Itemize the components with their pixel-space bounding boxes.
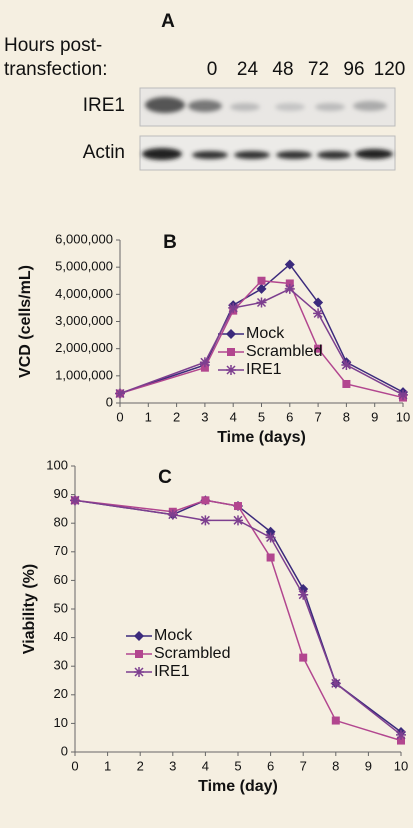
x-tick-label: 4 — [230, 409, 237, 424]
hour-labels: 0 24 48 72 96 120 — [207, 59, 406, 80]
series-line — [75, 500, 401, 735]
marker — [228, 303, 238, 313]
legend-label: Scrambled — [154, 645, 230, 662]
hour-label: 24 — [237, 59, 259, 80]
marker — [396, 730, 406, 740]
y-tick-label: 1,000,000 — [55, 367, 113, 382]
y-tick-label: 3,000,000 — [55, 313, 113, 328]
y-tick-label: 2,000,000 — [55, 340, 113, 355]
legend-marker — [134, 631, 144, 641]
marker — [267, 554, 275, 562]
marker — [285, 284, 295, 294]
y-tick-label: 70 — [54, 543, 68, 558]
legend-marker — [226, 329, 236, 339]
legend-label: IRE1 — [246, 361, 282, 378]
marker — [115, 388, 125, 398]
y-tick-label: 30 — [54, 658, 68, 673]
y-axis-title: VCD (cells/mL) — [17, 265, 34, 378]
marker — [341, 360, 351, 370]
legend-label: Scrambled — [246, 343, 322, 360]
y-tick-label: 0 — [61, 743, 68, 758]
row-label: IRE1 — [83, 95, 125, 116]
marker — [233, 515, 243, 525]
legend-marker — [135, 650, 143, 658]
x-tick-label: 5 — [258, 409, 265, 424]
x-tick-label: 5 — [234, 758, 241, 773]
marker — [201, 496, 209, 504]
x-tick-label: 1 — [145, 409, 152, 424]
legend-marker — [227, 348, 235, 356]
x-tick-label: 2 — [173, 409, 180, 424]
y-tick-label: 80 — [54, 515, 68, 530]
legend-marker — [134, 667, 144, 677]
marker — [342, 380, 350, 388]
row-header: transfection: — [4, 59, 108, 80]
x-tick-label: 6 — [267, 758, 274, 773]
y-tick-label: 0 — [106, 394, 113, 409]
x-tick-label: 1 — [104, 758, 111, 773]
marker — [200, 357, 210, 367]
x-tick-label: 3 — [169, 758, 176, 773]
marker — [234, 502, 242, 510]
y-tick-label: 10 — [54, 715, 68, 730]
marker — [257, 297, 267, 307]
y-tick-label: 60 — [54, 572, 68, 587]
x-tick-label: 10 — [394, 758, 408, 773]
row-label: Actin — [83, 142, 125, 163]
hour-label: 96 — [343, 59, 364, 80]
hour-label: 0 — [207, 59, 218, 80]
x-tick-label: 8 — [332, 758, 339, 773]
x-tick-label: 7 — [314, 409, 321, 424]
figure: A Hours post- transfection: 024487296120… — [0, 0, 413, 828]
x-tick-label: 0 — [71, 758, 78, 773]
marker — [298, 590, 308, 600]
x-tick-label: 9 — [365, 758, 372, 773]
x-tick-label: 9 — [371, 409, 378, 424]
x-tick-label: 0 — [116, 409, 123, 424]
panel-label: A — [161, 11, 175, 32]
y-tick-label: 50 — [54, 600, 68, 615]
legend-label: Mock — [246, 325, 285, 342]
marker — [313, 308, 323, 318]
hour-label: 72 — [308, 59, 329, 80]
marker — [70, 495, 80, 505]
marker — [258, 277, 266, 285]
x-tick-label: 3 — [201, 409, 208, 424]
y-tick-label: 20 — [54, 686, 68, 701]
x-tick-label: 7 — [300, 758, 307, 773]
marker — [299, 654, 307, 662]
legend-label: Mock — [154, 627, 193, 644]
marker — [200, 515, 210, 525]
marker — [398, 390, 408, 400]
x-tick-label: 8 — [343, 409, 350, 424]
series-line — [75, 500, 401, 732]
y-axis-title: Viability (%) — [21, 564, 38, 654]
marker — [331, 678, 341, 688]
y-tick-label: 5,000,000 — [55, 259, 113, 274]
panel-label: B — [163, 232, 177, 253]
legend-marker — [226, 365, 236, 375]
y-tick-label: 4,000,000 — [55, 286, 113, 301]
x-tick-label: 2 — [137, 758, 144, 773]
y-tick-label: 40 — [54, 629, 68, 644]
y-tick-label: 100 — [46, 457, 68, 472]
x-tick-label: 6 — [286, 409, 293, 424]
hour-label: 120 — [374, 59, 406, 80]
marker — [266, 533, 276, 543]
panel-label: C — [158, 467, 172, 488]
page: A Hours post- transfection: 024487296120… — [0, 0, 413, 828]
x-axis-title: Time (days) — [217, 429, 306, 446]
x-axis-title: Time (day) — [198, 778, 278, 795]
y-tick-label: 6,000,000 — [55, 231, 113, 246]
marker — [168, 510, 178, 520]
y-tick-label: 90 — [54, 486, 68, 501]
row-header: Hours post- — [4, 35, 102, 56]
legend-label: IRE1 — [154, 663, 190, 680]
marker — [332, 717, 340, 725]
x-tick-label: 4 — [202, 758, 209, 773]
x-tick-label: 10 — [396, 409, 410, 424]
hour-label: 48 — [272, 59, 293, 80]
series-line — [75, 500, 401, 740]
